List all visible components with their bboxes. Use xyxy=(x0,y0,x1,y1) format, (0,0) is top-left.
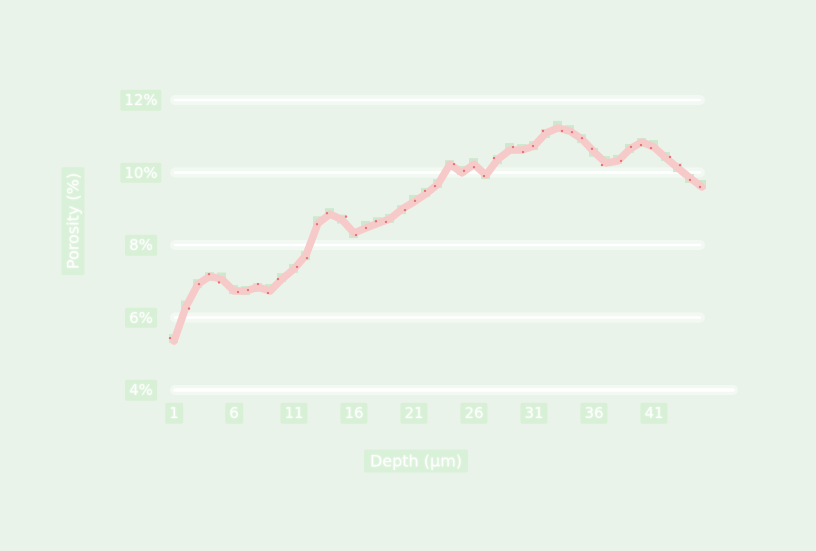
speckle-dot xyxy=(403,208,407,212)
speckle-dot xyxy=(688,178,692,182)
x-tick-label: 1 xyxy=(165,402,183,424)
x-tick-label: 31 xyxy=(520,402,548,424)
y-tick-label: 4% xyxy=(125,379,157,401)
speckle-dot xyxy=(246,288,250,292)
speckle-dots xyxy=(168,129,702,340)
speckle-dot xyxy=(305,256,309,260)
speckle-dot xyxy=(639,143,643,147)
speckle-dot xyxy=(678,163,682,167)
x-tick-label: 6 xyxy=(225,402,243,424)
speckle-dot xyxy=(315,223,319,226)
data-line-path xyxy=(170,124,706,345)
speckle-dot xyxy=(462,169,466,173)
speckle-dot xyxy=(472,165,476,169)
speckle-dot xyxy=(187,307,191,310)
speckle-dot xyxy=(276,277,280,281)
data-line xyxy=(170,124,706,345)
speckle-dot xyxy=(492,156,496,160)
speckle-dot xyxy=(698,185,702,189)
speckle-dot xyxy=(590,147,594,151)
speckle-dot xyxy=(197,282,201,286)
speckle-dot xyxy=(570,130,574,134)
x-tick-label: 36 xyxy=(580,402,608,424)
gridlines xyxy=(170,95,738,395)
y-tick-label: 12% xyxy=(120,89,162,111)
speckle-dot xyxy=(600,163,604,167)
speckle-dot xyxy=(531,144,535,148)
speckle-dot xyxy=(384,220,388,224)
y-tick-label: 10% xyxy=(120,162,162,183)
y-tick-label: 6% xyxy=(125,307,157,328)
speckle-dot xyxy=(580,136,584,140)
x-tick-label: 26 xyxy=(460,402,488,424)
speckle-dot xyxy=(168,336,172,340)
speckle-dot xyxy=(266,291,270,295)
y-tick-label: 8% xyxy=(125,234,157,256)
speckle-dot xyxy=(619,159,623,163)
speckle-dot xyxy=(521,150,525,154)
speckle-dot xyxy=(374,220,378,223)
speckle-dot xyxy=(511,145,515,149)
x-tick-label: 21 xyxy=(400,402,428,424)
x-tick-label: 41 xyxy=(640,402,668,424)
speckle-dot xyxy=(423,189,427,193)
speckle-dot xyxy=(452,162,456,166)
speckle-dot xyxy=(649,146,653,150)
speckle-dot xyxy=(256,282,260,286)
speckle-dot xyxy=(217,281,221,284)
speckle-dot xyxy=(354,233,358,237)
x-axis-title: Depth (µm) xyxy=(363,449,469,473)
speckle-dot xyxy=(668,155,672,159)
y-axis-title: Porosity (%) xyxy=(61,166,85,276)
x-tick-label: 16 xyxy=(340,402,368,424)
speckle-dot xyxy=(433,184,437,188)
speckle-dot xyxy=(236,290,240,294)
speckle-dot xyxy=(629,145,633,149)
speckle-dot xyxy=(560,129,564,133)
speckle-dot xyxy=(482,174,486,178)
speckle-dot xyxy=(541,129,545,133)
speckle-dot xyxy=(207,272,211,276)
speckle-dot xyxy=(364,226,368,230)
speckle-dot xyxy=(325,211,329,215)
speckle-dot xyxy=(413,199,417,203)
x-tick-label: 11 xyxy=(280,402,308,424)
speckle-dot xyxy=(295,265,299,269)
speckle-dot xyxy=(344,215,348,218)
